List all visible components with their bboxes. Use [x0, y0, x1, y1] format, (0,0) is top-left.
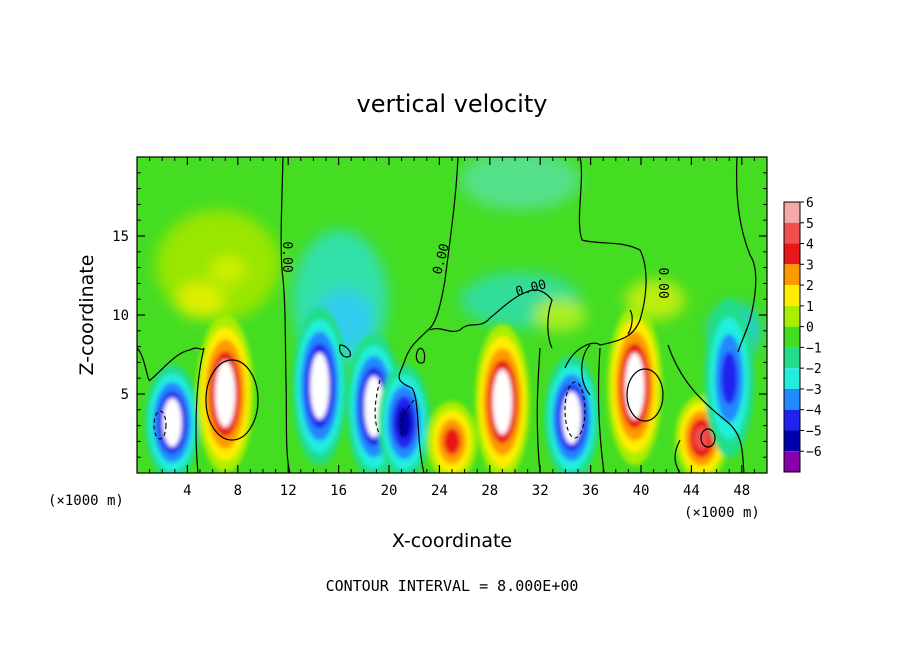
colorbar: 6 5 4 3 2 1 0 −1 −2 −3 −4 −5 −6	[783, 196, 822, 473]
plot-area: 0.00 0.000.00 0.00 4 8 12 16 20 24 28 32 36 40 44 48 …	[112, 156, 768, 499]
colorbar-frame	[783, 201, 801, 473]
contour-line	[564, 157, 647, 369]
contour-line	[581, 344, 591, 396]
contour-line	[735, 157, 757, 353]
x-unit-left: (×1000 m)	[48, 493, 124, 509]
dashed-contour	[153, 410, 167, 440]
colorbar-label: 6	[806, 196, 814, 211]
colorbar-label: 2	[806, 279, 814, 294]
contour-line	[280, 157, 291, 473]
colorbar-label: −5	[806, 424, 822, 439]
colorbar-swatch	[784, 285, 800, 306]
velocity-cell-ring	[443, 428, 461, 455]
velocity-cell-core	[492, 369, 512, 435]
velocity-cell-core	[215, 360, 236, 428]
colorbar-swatch	[784, 430, 800, 452]
velocity-field: 0.00 0.000.00 0.00	[137, 157, 761, 473]
colorbar-swatch	[784, 264, 800, 286]
colorbar-label: −4	[806, 404, 822, 419]
x-tick-label: 24	[431, 483, 448, 499]
upper-cyan-right	[460, 157, 580, 210]
contour-label: 0.00	[279, 241, 294, 272]
x-axis-title: X-coordinate	[392, 530, 512, 552]
contour-ring	[700, 428, 716, 448]
colorbar-swatch	[784, 305, 800, 327]
colorbar-label: −1	[806, 341, 822, 356]
colorbar-swatch	[784, 243, 800, 265]
y-axis-ticks: 5 10 15	[112, 172, 767, 458]
colorbar-label: 0	[806, 321, 814, 336]
colorbar-label: 3	[806, 258, 814, 273]
x-unit-right: (×1000 m)	[684, 505, 760, 521]
velocity-cell-core	[310, 352, 330, 420]
x-tick-label: 16	[330, 483, 347, 499]
upper-yellow-core	[176, 282, 224, 318]
x-tick-label: 32	[532, 483, 549, 499]
velocity-cell-core	[625, 352, 645, 420]
x-tick-label: 48	[733, 483, 750, 499]
colorbar-label: −2	[806, 362, 822, 377]
velocity-cell-ring	[720, 351, 738, 405]
colorbar-label: 4	[806, 238, 814, 253]
colorbar-swatch	[784, 388, 800, 410]
contour-line	[339, 344, 351, 358]
y-tick-label: 10	[112, 308, 129, 324]
colorbar-swatch	[784, 451, 800, 472]
contour-label: 0.00	[655, 267, 670, 298]
colorbar-label: 5	[806, 217, 814, 232]
y-axis-title: Z-coordinate	[76, 255, 98, 376]
colorbar-label: −6	[806, 445, 822, 460]
chart-title: vertical velocity	[357, 90, 548, 118]
dashed-contour	[400, 399, 415, 436]
contour-line	[597, 347, 605, 473]
x-tick-label: 36	[582, 483, 599, 499]
contour-line	[667, 344, 745, 473]
contour-line	[137, 347, 205, 473]
colorbar-swatch	[784, 326, 800, 348]
contour-value-labels: 0.00 0.000.00 0.00	[279, 241, 670, 300]
velocity-cell-ring	[396, 406, 412, 439]
colorbar-label: 1	[806, 300, 814, 315]
colorbar-swatch	[784, 409, 800, 431]
y-tick-label: 15	[112, 229, 129, 245]
y-tick-label: 5	[121, 387, 129, 403]
contour-line	[627, 309, 633, 335]
colorbar-swatch	[784, 202, 800, 223]
contour-ring	[205, 359, 259, 441]
velocity-cell-core	[162, 398, 182, 447]
upper-yellow-core2	[210, 256, 246, 284]
contour-line	[398, 157, 459, 473]
x-tick-label: 8	[234, 483, 242, 499]
x-tick-label: 40	[633, 483, 650, 499]
contour-line	[415, 347, 426, 364]
colorbar-label: −3	[806, 383, 822, 398]
contour-ring	[626, 368, 664, 422]
dashed-contour	[374, 379, 381, 436]
contour-line	[536, 347, 541, 473]
x-tick-label: 4	[183, 483, 191, 499]
x-axis-ticks: 4 8 12 16 20 24 28 32 36 40 44 48	[149, 157, 755, 499]
colorbar-swatch	[784, 368, 800, 389]
zero-contours	[137, 157, 757, 473]
colorbar-swatch	[784, 222, 800, 244]
x-tick-label: 20	[381, 483, 398, 499]
upper-yellow-right	[534, 299, 586, 331]
lower-cells	[144, 299, 755, 473]
contour-interval-footer: CONTOUR INTERVAL = 8.000E+00	[326, 577, 579, 595]
contour-line	[429, 289, 553, 349]
colorbar-swatch	[784, 347, 800, 369]
x-tick-label: 44	[683, 483, 700, 499]
velocity-cell-core	[562, 391, 582, 444]
dashed-contour	[564, 381, 586, 439]
negative-contours	[153, 379, 586, 440]
x-tick-label: 28	[481, 483, 498, 499]
x-tick-label: 12	[280, 483, 297, 499]
